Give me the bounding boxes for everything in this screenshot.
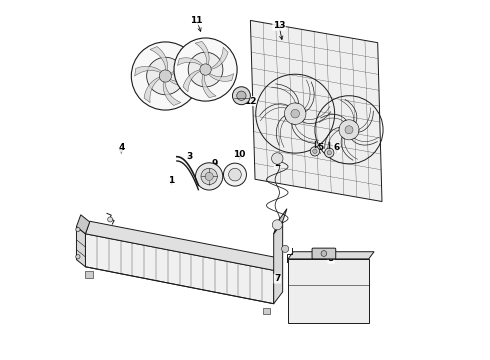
Text: 5: 5 [317,143,323,152]
Polygon shape [202,75,216,98]
Circle shape [147,57,184,95]
Polygon shape [76,215,90,234]
Circle shape [76,227,80,231]
Text: 13: 13 [273,21,285,30]
Polygon shape [288,259,368,323]
Polygon shape [163,82,181,105]
FancyBboxPatch shape [312,248,336,259]
Circle shape [232,87,250,105]
Circle shape [223,163,246,186]
Circle shape [313,149,317,153]
Polygon shape [135,66,161,76]
Text: 9: 9 [211,159,218,168]
Circle shape [285,103,306,125]
Text: 12: 12 [244,96,257,105]
Circle shape [201,168,218,185]
Polygon shape [250,21,382,202]
Circle shape [76,255,80,259]
Circle shape [108,217,113,222]
Polygon shape [263,308,270,315]
Polygon shape [171,49,187,75]
Polygon shape [195,41,209,64]
Circle shape [200,64,211,75]
Text: 7: 7 [274,274,280,283]
Polygon shape [211,47,228,69]
Circle shape [271,153,283,164]
Circle shape [229,168,241,181]
Text: 11: 11 [190,16,203,25]
Circle shape [188,52,223,87]
Circle shape [345,126,353,134]
Text: 4: 4 [118,143,124,152]
Polygon shape [85,221,278,270]
Polygon shape [209,73,234,81]
Text: 6: 6 [333,143,340,152]
Polygon shape [85,234,274,304]
Circle shape [174,38,237,101]
Circle shape [291,109,299,118]
Polygon shape [183,70,200,92]
Circle shape [324,148,334,157]
Circle shape [131,42,199,110]
Text: 3: 3 [186,152,193,161]
Polygon shape [288,252,374,259]
Circle shape [327,150,331,155]
Polygon shape [150,46,168,70]
Text: 8: 8 [328,255,334,264]
Circle shape [310,147,319,156]
Text: 2: 2 [274,159,280,168]
Polygon shape [85,271,93,278]
Circle shape [237,91,246,100]
Circle shape [159,70,171,82]
Circle shape [321,251,327,256]
Text: 10: 10 [233,150,246,159]
Text: 1: 1 [169,176,174,185]
Polygon shape [144,77,160,103]
Circle shape [339,120,359,140]
Polygon shape [170,76,196,86]
Circle shape [282,245,289,252]
Polygon shape [76,226,85,267]
Polygon shape [274,221,283,304]
Polygon shape [177,58,202,66]
Circle shape [205,172,213,180]
Circle shape [272,220,282,230]
Polygon shape [274,209,287,234]
Circle shape [196,163,223,190]
